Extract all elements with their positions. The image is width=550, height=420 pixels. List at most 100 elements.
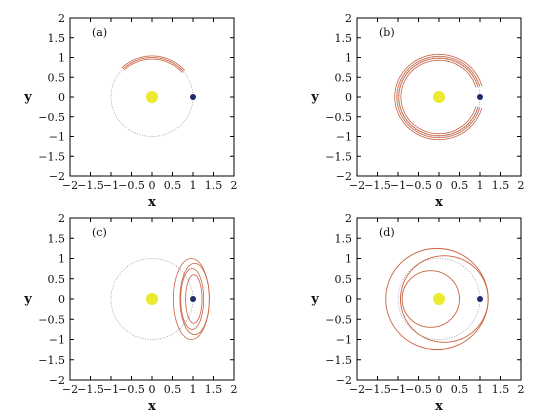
y-tick-label: −1.5 (325, 150, 352, 163)
panel-label: (b) (379, 26, 395, 39)
trajectory-line (180, 268, 205, 330)
x-tick-label: 0 (436, 179, 443, 192)
y-tick-label: −0.5 (38, 111, 65, 124)
y-tick-label: 1 (345, 52, 352, 65)
y-tick-label: −1.5 (325, 354, 352, 367)
y-tick-label: 1.5 (335, 32, 353, 45)
star-marker (433, 91, 445, 103)
y-tick-label: 1 (58, 52, 65, 65)
y-axis-title: y (310, 292, 319, 307)
panel-2: −2 −1.5 −1 −0.5 0 0.5 1 1.5 221.510.50−0.5−1−1.5… (310, 12, 524, 210)
y-tick-label: 2 (58, 12, 65, 25)
panel-label: (a) (92, 26, 107, 39)
panel-1: −2 −1.5 −1 −0.5 0 0.5 1 1.5 221.510.50−0.5−1−1.5… (23, 12, 237, 210)
trajectory-line (401, 270, 460, 328)
y-tick-label: −1 (49, 131, 65, 144)
x-tick-label: −0.5 (405, 383, 432, 396)
y-tick-label: −2 (336, 374, 352, 387)
x-tick-label: −1.5 (77, 179, 104, 192)
y-tick-label: −2 (49, 374, 65, 387)
x-tick-label: −1 (103, 383, 119, 396)
x-tick-label: −1 (390, 383, 406, 396)
trajectory-line (398, 57, 479, 137)
x-tick-label: −0.5 (118, 179, 145, 192)
x-tick-label: −1.5 (77, 383, 104, 396)
y-tick-label: 2 (345, 212, 352, 225)
x-tick-label: 1 (477, 179, 484, 192)
x-tick-label: −0.5 (405, 179, 432, 192)
y-tick-label: 0.5 (335, 71, 353, 84)
y-tick-label: −2 (336, 170, 352, 183)
y-tick-label: 0 (345, 91, 352, 104)
y-tick-label: −1.5 (38, 150, 65, 163)
trajectory-line (123, 58, 183, 73)
x-axis-title: x (435, 195, 443, 210)
x-tick-label: −1 (103, 179, 119, 192)
x-tick-label: 0.5 (164, 179, 182, 192)
x-tick-label: −1.5 (364, 383, 391, 396)
x-tick-label: 2 (231, 179, 238, 192)
y-tick-label: 1 (345, 253, 352, 266)
x-tick-label: 0 (149, 179, 156, 192)
trajectory-line (400, 255, 489, 343)
x-tick-label: 2 (231, 383, 238, 396)
y-axis-title: y (23, 292, 32, 307)
x-tick-label: 0.5 (451, 383, 469, 396)
y-tick-label: −1.5 (38, 354, 65, 367)
y-tick-label: 0 (58, 293, 65, 306)
y-tick-label: 2 (345, 12, 352, 25)
x-axis-title: x (148, 195, 156, 210)
trajectory-line (396, 55, 481, 139)
y-tick-label: −0.5 (325, 313, 352, 326)
x-tick-label: 1.5 (205, 179, 223, 192)
x-tick-label: 0.5 (451, 179, 469, 192)
x-axis-title: x (435, 399, 443, 414)
y-tick-label: 0.5 (48, 273, 66, 286)
y-tick-label: 0.5 (335, 273, 353, 286)
trajectory-line (394, 53, 483, 141)
y-tick-label: 0 (58, 91, 65, 104)
y-tick-label: 1 (58, 253, 65, 266)
panel-label: (d) (379, 226, 395, 239)
y-tick-label: 2 (58, 212, 65, 225)
y-tick-label: 1.5 (48, 232, 66, 245)
panel-label: (c) (92, 226, 107, 239)
star-marker (146, 91, 158, 103)
x-tick-label: 1.5 (492, 179, 510, 192)
x-tick-label: −1.5 (364, 179, 391, 192)
x-tick-label: 2 (518, 179, 525, 192)
planet-marker (190, 296, 196, 302)
trajectory-line (122, 57, 184, 72)
y-tick-label: −2 (49, 170, 65, 183)
x-tick-label: 1 (190, 179, 197, 192)
x-tick-label: 1 (477, 383, 484, 396)
x-tick-label: −2 (349, 179, 365, 192)
planet-marker (477, 94, 483, 100)
y-tick-label: 1.5 (48, 32, 66, 45)
x-axis-title: x (148, 399, 156, 414)
x-tick-label: 0.5 (164, 383, 182, 396)
y-tick-label: 0 (345, 293, 352, 306)
y-tick-label: −0.5 (38, 313, 65, 326)
x-tick-label: −0.5 (118, 383, 145, 396)
planet-marker (477, 296, 483, 302)
y-tick-label: 0.5 (48, 71, 66, 84)
y-tick-label: −0.5 (325, 111, 352, 124)
x-tick-label: 0 (436, 383, 443, 396)
y-tick-label: 1.5 (335, 232, 353, 245)
x-tick-label: −2 (349, 383, 365, 396)
trajectory-line (185, 274, 203, 324)
trajectory-line (400, 59, 477, 135)
y-axis-title: y (23, 90, 32, 105)
y-tick-label: −1 (49, 334, 65, 347)
x-tick-label: 0 (149, 383, 156, 396)
x-tick-label: −1 (390, 179, 406, 192)
panel-3: −2 −1.5 −1 −0.5 0 0.5 1 1.5 221.510.50−0.5−1−1.5… (23, 212, 237, 414)
star-marker (433, 293, 445, 305)
x-tick-label: 1.5 (205, 383, 223, 396)
planet-marker (190, 94, 196, 100)
x-tick-label: 1 (190, 383, 197, 396)
x-tick-label: −2 (62, 179, 78, 192)
star-marker (146, 293, 158, 305)
